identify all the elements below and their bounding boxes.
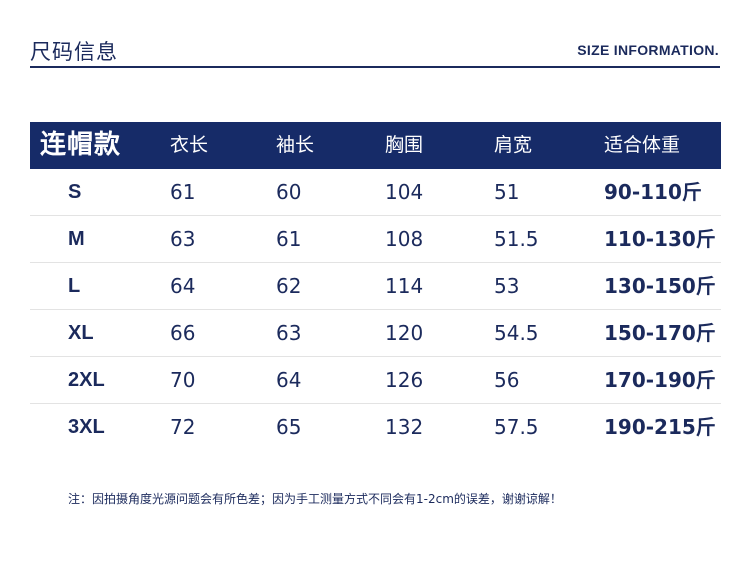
size-cell: L bbox=[68, 275, 81, 297]
chest-cell: 114 bbox=[385, 274, 424, 298]
shoulder-cell: 57.5 bbox=[494, 415, 539, 439]
sleeve-cell: 61 bbox=[276, 227, 302, 251]
chest-cell: 132 bbox=[385, 415, 424, 439]
page-title-english: SIZE INFORMATION. bbox=[577, 42, 719, 58]
size-cell: XL bbox=[68, 322, 94, 344]
table-row: XL 66 63 120 54.5 150-170斤 bbox=[30, 310, 721, 357]
weight-cell: 110-130斤 bbox=[604, 227, 716, 251]
table-row: S 61 60 104 51 90-110斤 bbox=[30, 169, 721, 216]
weight-cell: 90-110斤 bbox=[604, 180, 702, 204]
disclaimer-note: 注：因拍摄角度光源问题会有所色差；因为手工测量方式不同会有1-2cm的误差，谢谢… bbox=[68, 492, 562, 506]
size-cell: M bbox=[68, 228, 85, 250]
sleeve-cell: 64 bbox=[276, 368, 302, 392]
column-header-style: 连帽款 bbox=[40, 130, 122, 160]
weight-cell: 130-150斤 bbox=[604, 274, 716, 298]
column-header-chest: 胸围 bbox=[385, 134, 424, 156]
weight-cell: 170-190斤 bbox=[604, 368, 716, 392]
sleeve-cell: 62 bbox=[276, 274, 302, 298]
table-row: M 63 61 108 51.5 110-130斤 bbox=[30, 216, 721, 263]
length-cell: 63 bbox=[170, 227, 196, 251]
length-cell: 61 bbox=[170, 180, 196, 204]
chest-cell: 108 bbox=[385, 227, 424, 251]
chest-cell: 120 bbox=[385, 321, 424, 345]
sleeve-cell: 65 bbox=[276, 415, 302, 439]
size-cell: S bbox=[68, 181, 82, 203]
column-header-sleeve: 袖长 bbox=[276, 134, 315, 156]
shoulder-cell: 56 bbox=[494, 368, 520, 392]
size-cell: 3XL bbox=[68, 416, 105, 438]
size-table: 连帽款 衣长 袖长 胸围 肩宽 适合体重 S 61 60 104 51 90-1… bbox=[30, 122, 721, 451]
column-header-weight: 适合体重 bbox=[604, 134, 681, 156]
shoulder-cell: 53 bbox=[494, 274, 520, 298]
sleeve-cell: 63 bbox=[276, 321, 302, 345]
table-row: 2XL 70 64 126 56 170-190斤 bbox=[30, 357, 721, 404]
size-cell: 2XL bbox=[68, 369, 105, 391]
table-row: 3XL 72 65 132 57.5 190-215斤 bbox=[30, 404, 721, 451]
shoulder-cell: 51.5 bbox=[494, 227, 539, 251]
title-divider bbox=[30, 66, 720, 68]
table-header: 连帽款 衣长 袖长 胸围 肩宽 适合体重 bbox=[30, 122, 721, 169]
shoulder-cell: 54.5 bbox=[494, 321, 539, 345]
length-cell: 66 bbox=[170, 321, 196, 345]
length-cell: 64 bbox=[170, 274, 196, 298]
sleeve-cell: 60 bbox=[276, 180, 302, 204]
column-header-shoulder: 肩宽 bbox=[494, 134, 533, 156]
chest-cell: 126 bbox=[385, 368, 424, 392]
table-row: L 64 62 114 53 130-150斤 bbox=[30, 263, 721, 310]
length-cell: 70 bbox=[170, 368, 196, 392]
weight-cell: 190-215斤 bbox=[604, 415, 716, 439]
chest-cell: 104 bbox=[385, 180, 424, 204]
weight-cell: 150-170斤 bbox=[604, 321, 716, 345]
length-cell: 72 bbox=[170, 415, 196, 439]
shoulder-cell: 51 bbox=[494, 180, 520, 204]
page-title: 尺码信息 bbox=[30, 40, 118, 64]
column-header-length: 衣长 bbox=[170, 134, 209, 156]
